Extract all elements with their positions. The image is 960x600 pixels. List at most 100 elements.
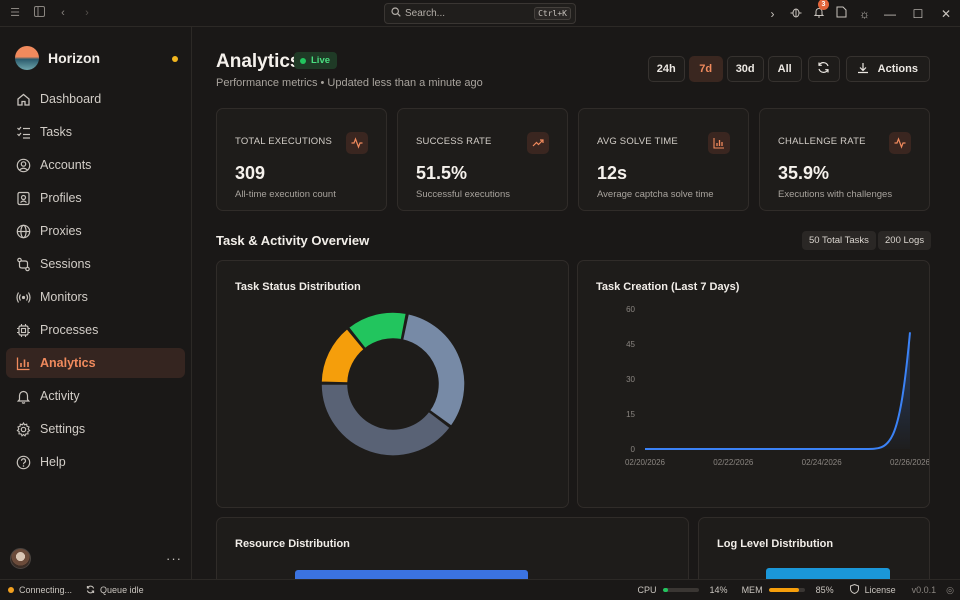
donut-slice[interactable] bbox=[401, 312, 466, 428]
id-card-icon bbox=[15, 190, 31, 206]
bell-icon bbox=[15, 388, 31, 404]
more-options-icon[interactable]: ··· bbox=[166, 550, 182, 566]
search-input[interactable]: Search... Ctrl+K bbox=[384, 3, 576, 24]
donut-slice[interactable] bbox=[347, 311, 408, 350]
sidebar-item-tasks[interactable]: Tasks bbox=[6, 117, 185, 147]
activity-icon bbox=[346, 132, 368, 154]
cpu-meter-fill bbox=[662, 588, 668, 592]
stat-desc: All-time execution count bbox=[235, 189, 336, 200]
cpu-meter bbox=[662, 588, 699, 592]
maximize-icon[interactable]: ☐ bbox=[912, 6, 924, 21]
sidebar-item-label: Analytics bbox=[40, 356, 96, 370]
y-tick-label: 30 bbox=[626, 375, 635, 384]
task-creation-panel: Task Creation (Last 7 Days) 0 15 30 45 60 02/… bbox=[577, 260, 930, 508]
trending-up-icon bbox=[527, 132, 549, 154]
status-bar: Connecting... Queue idle CPU 14% MEM 85%… bbox=[0, 579, 960, 600]
brand-name: Horizon bbox=[48, 50, 101, 66]
logs-chip: 200 Logs bbox=[878, 231, 932, 250]
sidebar-item-profiles[interactable]: Profiles bbox=[6, 183, 185, 213]
stat-card-success-rate: SUCCESS RATE 51.5% Successful executions bbox=[397, 108, 568, 211]
gear-icon bbox=[15, 421, 31, 437]
y-tick-label: 60 bbox=[626, 305, 635, 314]
range-7d-button[interactable]: 7d bbox=[688, 56, 723, 82]
download-icon bbox=[857, 62, 869, 77]
sidebar-item-proxies[interactable]: Proxies bbox=[6, 216, 185, 246]
version-label: v0.0.1 bbox=[911, 585, 937, 595]
panel-title: Resource Distribution bbox=[235, 538, 350, 550]
brand[interactable]: Horizon bbox=[15, 46, 100, 70]
menu-icon[interactable]: ☰ bbox=[10, 7, 20, 19]
connection-label: Connecting... bbox=[19, 585, 73, 595]
avatar[interactable] bbox=[10, 547, 31, 569]
route-icon bbox=[15, 256, 31, 272]
sidebar-item-label: Processes bbox=[40, 323, 99, 337]
sidebar-item-accounts[interactable]: Accounts bbox=[6, 150, 185, 180]
mem-meter bbox=[768, 588, 805, 592]
help-circle-icon bbox=[15, 454, 31, 470]
stat-value: 309 bbox=[235, 163, 266, 183]
cpu-icon bbox=[15, 322, 31, 338]
sidebar-item-settings[interactable]: Settings bbox=[6, 414, 185, 444]
settings-small-icon[interactable]: ◎ bbox=[946, 584, 954, 595]
resource-panel: Resource Distribution bbox=[216, 517, 689, 579]
area-chart: 0 15 30 45 60 02/20/2026 02/22/2026 02/24/2026 0… bbox=[625, 305, 929, 467]
live-dot-icon bbox=[300, 57, 306, 64]
area-line bbox=[645, 332, 911, 450]
actions-button[interactable]: Actions bbox=[845, 56, 930, 82]
sidebar-item-monitors[interactable]: Monitors bbox=[6, 282, 185, 312]
log-level-bar bbox=[766, 568, 890, 579]
x-tick-label: 02/24/2026 bbox=[802, 458, 843, 467]
y-tick-label: 15 bbox=[626, 410, 635, 419]
close-icon[interactable]: ✕ bbox=[940, 6, 952, 21]
stat-value: 35.9% bbox=[778, 163, 830, 183]
list-check-icon bbox=[15, 124, 31, 140]
donut-slice[interactable] bbox=[320, 383, 452, 457]
stat-label: SUCCESS RATE bbox=[416, 136, 492, 147]
forward-icon[interactable]: › bbox=[85, 7, 89, 19]
sidebar-item-analytics[interactable]: Analytics bbox=[6, 348, 185, 378]
document-icon[interactable] bbox=[830, 6, 853, 21]
range-all-button[interactable]: All bbox=[767, 56, 802, 82]
activity-icon bbox=[889, 132, 911, 154]
range-24h-button[interactable]: 24h bbox=[647, 56, 685, 82]
sidebar-item-label: Help bbox=[40, 455, 66, 469]
minimize-icon[interactable]: — bbox=[884, 6, 896, 21]
donut-slice[interactable] bbox=[320, 327, 366, 384]
sidebar-item-sessions[interactable]: Sessions bbox=[6, 249, 185, 279]
sidebar-toggle-icon[interactable] bbox=[32, 5, 46, 21]
refresh-button[interactable] bbox=[807, 56, 840, 82]
sidebar-item-dashboard[interactable]: Dashboard bbox=[6, 84, 185, 114]
stat-desc: Average captcha solve time bbox=[597, 189, 714, 200]
notification-badge: 3 bbox=[818, 0, 829, 10]
cpu-value: 14% bbox=[709, 585, 728, 595]
notification-bell-icon[interactable]: 3 bbox=[807, 0, 830, 21]
task-status-panel: Task Status Distribution bbox=[216, 260, 569, 508]
sidebar-item-activity[interactable]: Activity bbox=[6, 381, 185, 411]
refresh-icon bbox=[817, 61, 830, 77]
sidebar-item-label: Activity bbox=[40, 389, 80, 403]
queue-label: Queue idle bbox=[100, 585, 144, 595]
sidebar-item-processes[interactable]: Processes bbox=[6, 315, 185, 345]
status-dot bbox=[172, 56, 178, 62]
time-range-group: 24h 7d 30d All Actions bbox=[647, 56, 930, 82]
chevron-right-icon[interactable]: › bbox=[770, 6, 775, 21]
search-icon bbox=[391, 7, 401, 20]
search-shortcut: Ctrl+K bbox=[534, 7, 571, 20]
sidebar: Horizon Dashboard Tasks Accounts Profile… bbox=[0, 27, 192, 579]
sidebar-item-label: Accounts bbox=[40, 158, 92, 172]
back-icon[interactable]: ‹ bbox=[61, 7, 65, 19]
license-link[interactable]: License bbox=[864, 585, 896, 595]
panel-title: Task Creation (Last 7 Days) bbox=[596, 281, 740, 293]
sidebar-item-label: Profiles bbox=[40, 191, 82, 205]
area-fill bbox=[645, 332, 910, 449]
stat-desc: Executions with challenges bbox=[778, 189, 893, 200]
section-title: Task & Activity Overview bbox=[216, 233, 370, 248]
stat-value: 12s bbox=[597, 163, 628, 183]
bug-icon[interactable] bbox=[784, 6, 807, 21]
bar-chart-icon bbox=[708, 132, 730, 154]
range-30d-button[interactable]: 30d bbox=[726, 56, 764, 82]
sun-icon[interactable]: ☼ bbox=[859, 6, 870, 21]
stat-label: TOTAL EXECUTIONS bbox=[235, 136, 332, 147]
page-title: Analytics bbox=[216, 51, 301, 72]
sidebar-item-help[interactable]: Help bbox=[6, 447, 185, 477]
